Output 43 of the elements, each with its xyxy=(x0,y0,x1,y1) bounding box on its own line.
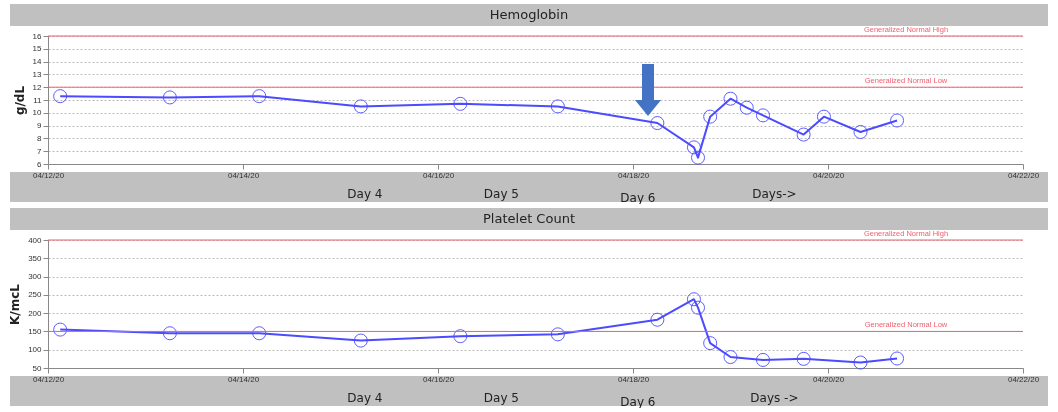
y-tick-label: 11 xyxy=(33,95,43,105)
chart-title: Hemoglobin xyxy=(10,4,1048,26)
y-tick-label: 12 xyxy=(32,82,43,92)
chart-title: Platelet Count xyxy=(10,208,1048,230)
y-tick-label: 14 xyxy=(32,57,43,67)
x-tick-label: 04/18/20 xyxy=(617,170,650,180)
text: Day 4 xyxy=(347,391,383,405)
y-tick-label: 400 xyxy=(28,235,43,245)
y-tick-label: 50 xyxy=(32,363,43,373)
x-tick-label: 04/16/20 xyxy=(422,170,455,180)
text: Day 6 xyxy=(620,395,656,409)
x-tick-label: 04/16/20 xyxy=(422,374,455,384)
y-tick-label: 6 xyxy=(37,159,43,169)
y-tick-label: 100 xyxy=(28,345,43,355)
y-axis-title: g/dL xyxy=(12,85,27,116)
text: Day 4 xyxy=(347,187,383,201)
text: Day 5 xyxy=(483,391,519,405)
x-tick-label: 04/22/20 xyxy=(1007,374,1040,384)
y-tick-label: 350 xyxy=(28,253,43,263)
y-tick-label: 13 xyxy=(32,69,43,79)
y-tick-label: 8 xyxy=(37,133,43,143)
text: Day 5 xyxy=(483,187,519,201)
text: Day 6 xyxy=(620,191,656,205)
y-tick-label: 250 xyxy=(28,290,43,300)
x-tick-label: 04/18/20 xyxy=(617,374,650,384)
y-tick-label: 9 xyxy=(37,121,43,131)
x-tick-label: 04/20/20 xyxy=(812,170,845,180)
x-tick-label: 04/20/20 xyxy=(812,374,845,384)
text: Days-> xyxy=(752,187,797,201)
y-tick-label: 10 xyxy=(32,108,43,118)
x-tick-label: 04/14/20 xyxy=(227,170,260,180)
y-tick-label: 15 xyxy=(32,44,43,54)
y-tick-label: 150 xyxy=(28,326,43,336)
y-tick-label: 16 xyxy=(32,31,43,41)
y-tick-label: 7 xyxy=(37,146,43,156)
text: Days -> xyxy=(750,391,799,405)
x-tick-label: 04/22/20 xyxy=(1007,170,1040,180)
x-tick-label: 04/12/20 xyxy=(32,170,65,180)
y-tick-label: 300 xyxy=(28,272,43,282)
x-tick-label: 04/14/20 xyxy=(227,374,260,384)
y-tick-label: 200 xyxy=(28,308,43,318)
y-axis-title: K/mcL xyxy=(8,283,23,325)
x-tick-label: 04/12/20 xyxy=(32,374,65,384)
